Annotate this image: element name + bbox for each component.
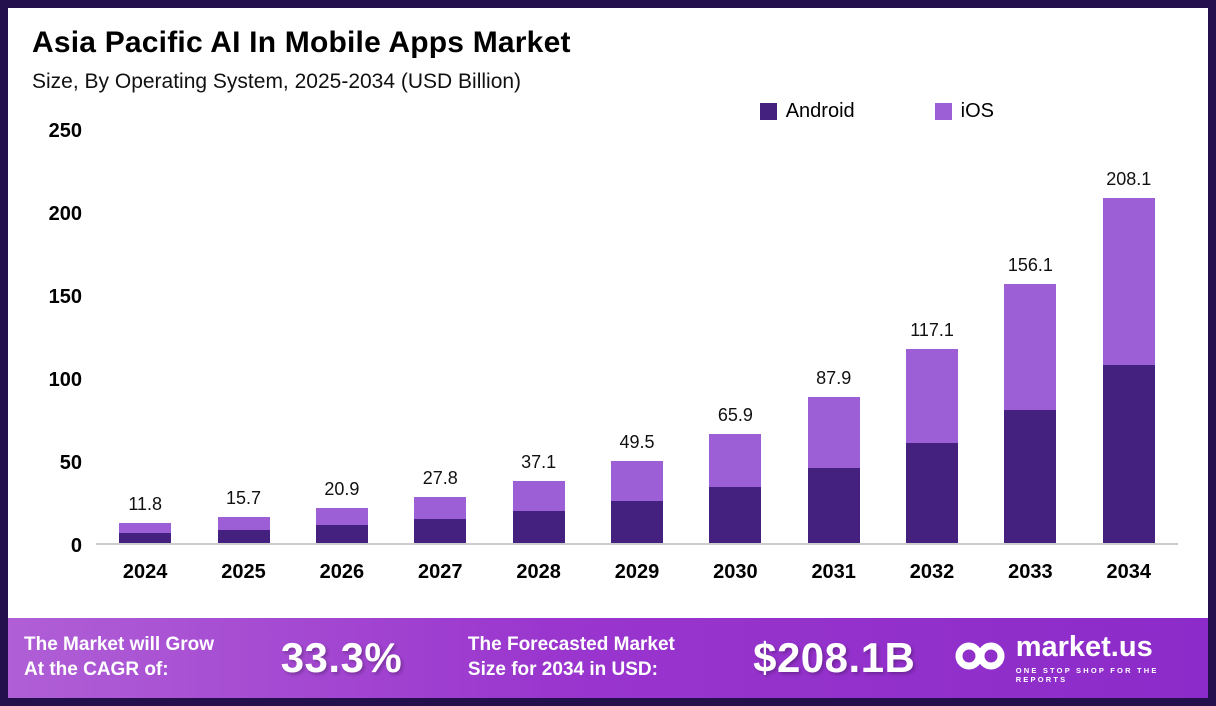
legend-label: iOS	[960, 99, 994, 122]
legend-item-ios: iOS	[934, 99, 994, 123]
legend-swatch-android	[759, 102, 777, 120]
y-axis-tick: 200	[48, 203, 82, 225]
segment-ios	[512, 481, 565, 512]
bar-total-label: 208.1	[1106, 168, 1152, 189]
bar-total-label: 27.8	[422, 467, 458, 488]
brand-name: market.us	[1015, 630, 1153, 663]
y-axis-tick: 0	[70, 535, 82, 557]
brand-tagline: ONE STOP SHOP FOR THE REPORTS	[1015, 665, 1159, 684]
bar-total-label: 11.8	[128, 494, 163, 515]
segment-android	[315, 525, 368, 543]
x-axis-label-2024: 2024	[122, 561, 168, 583]
chart-panel: Asia Pacific AI In Mobile Apps Market Si…	[8, 8, 1208, 618]
segment-ios	[414, 496, 467, 520]
bar-column-2029: 49.5	[588, 432, 686, 543]
x-axis-label-2025: 2025	[221, 561, 266, 583]
chart-subtitle: Size, By Operating System, 2025-2034 (US…	[32, 70, 522, 93]
legend-item-android: Android	[759, 99, 855, 123]
y-axis-tick: 100	[48, 369, 82, 391]
x-axis-labels: 2024 2025 2026 2027 2028 2029 2030 2031 2032 2033…	[96, 547, 1178, 584]
brand-logo: market.us ONE STOP SHOP FOR THE REPORTS	[954, 630, 1186, 684]
segment-android	[414, 519, 467, 543]
stacked-bar-2032	[906, 348, 959, 543]
bar-total-label: 15.7	[226, 487, 262, 508]
bar-column-2034: 208.1	[1080, 169, 1178, 543]
x-axis-label-2027: 2027	[418, 561, 463, 583]
stacked-bar-2025	[217, 516, 270, 543]
stacked-bar-2027	[414, 496, 467, 543]
legend: Android iOS	[32, 96, 1184, 126]
segment-android	[906, 442, 959, 543]
brand-text-block: market.us ONE STOP SHOP FOR THE REPORTS	[1015, 630, 1186, 684]
page-title: Asia Pacific AI In Mobile Apps Market	[32, 26, 571, 59]
segment-ios	[315, 508, 368, 526]
stacked-bar-2031	[807, 397, 860, 543]
y-axis: 0 50 100 150 200 250	[32, 120, 96, 557]
stacked-bar-2030	[709, 433, 762, 543]
legend-swatch-ios	[934, 102, 952, 120]
bar-total-label: 20.9	[324, 479, 360, 500]
bar-column-2032: 117.1	[883, 320, 981, 543]
segment-ios	[119, 523, 172, 533]
x-axis-label-2026: 2026	[319, 561, 365, 583]
segment-android	[217, 529, 270, 543]
segment-android	[709, 486, 762, 543]
plot-area: 11.8 15.7 20.9 27.8 37.1 49.5 65.9 87.9 117.1 156…	[96, 130, 1178, 545]
x-axis-label-2028: 2028	[516, 561, 561, 583]
segment-ios	[709, 433, 762, 487]
y-axis-tick: 250	[48, 120, 82, 142]
x-axis-label-2034: 2034	[1106, 561, 1152, 583]
bar-column-2028: 37.1	[489, 452, 587, 543]
bar-column-2030: 65.9	[686, 405, 784, 543]
segment-android	[119, 532, 172, 543]
bar-column-2027: 27.8	[391, 468, 489, 543]
bar-total-label: 156.1	[1007, 254, 1053, 275]
segment-android	[807, 467, 860, 543]
bar-column-2026: 20.9	[293, 479, 391, 543]
chart: 0 50 100 150 200 250 11.8 15.7 20.9 27.8 37.1 49.5…	[32, 120, 1184, 557]
legend-label: Android	[785, 99, 855, 122]
bar-column-2033: 156.1	[981, 255, 1079, 543]
cagr-value: 33.3%	[280, 634, 403, 681]
market-us-logo-icon	[954, 635, 1006, 682]
bar-column-2031: 87.9	[785, 368, 883, 543]
forecast-label: The Forecasted Market Size for 2034 in U…	[467, 634, 675, 680]
bar-column-2025: 15.7	[194, 488, 292, 543]
stacked-bar-2026	[315, 508, 368, 543]
segment-android	[512, 511, 565, 543]
segment-ios	[610, 460, 663, 501]
forecast-value: $208.1B	[753, 634, 916, 681]
segment-ios	[807, 397, 860, 468]
segment-android	[1004, 409, 1057, 543]
segment-android	[610, 500, 663, 543]
stacked-bar-2029	[610, 460, 663, 543]
segment-ios	[1004, 283, 1057, 410]
y-axis-tick: 150	[48, 286, 82, 308]
x-axis-label-2032: 2032	[909, 561, 955, 583]
bar-total-label: 37.1	[521, 452, 557, 473]
footer-banner: The Market will Grow At the CAGR of: 33.…	[8, 618, 1208, 698]
stacked-bar-2028	[512, 481, 565, 543]
segment-ios	[906, 348, 959, 443]
segment-ios	[1102, 197, 1155, 366]
bar-total-label: 49.5	[619, 431, 655, 452]
bar-column-2024: 11.8	[96, 494, 194, 543]
stacked-bar-2033	[1004, 283, 1057, 543]
y-axis-tick: 50	[59, 452, 82, 474]
stacked-bar-2024	[119, 523, 172, 543]
bar-total-label: 87.9	[816, 368, 852, 389]
bar-total-label: 65.9	[717, 404, 753, 425]
x-axis-label-2033: 2033	[1008, 561, 1053, 583]
bar-total-label: 117.1	[910, 319, 954, 340]
x-axis-label-2029: 2029	[614, 561, 660, 583]
x-axis-label-2030: 2030	[713, 561, 758, 583]
segment-ios	[217, 516, 270, 530]
stacked-bar-2034	[1102, 197, 1155, 543]
segment-android	[1102, 365, 1155, 543]
x-axis-label-2031: 2031	[811, 561, 856, 583]
cagr-label: The Market will Grow At the CAGR of:	[24, 634, 215, 680]
